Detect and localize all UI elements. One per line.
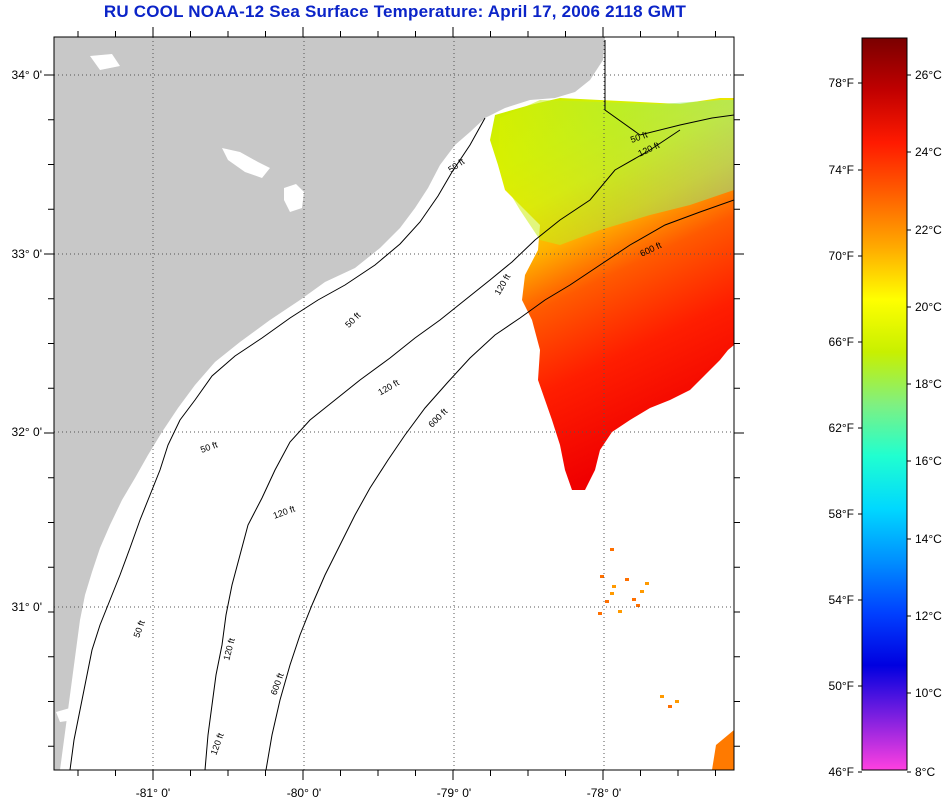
axis-ticks: [44, 27, 744, 780]
sst-cool-region: [498, 100, 734, 245]
sst-pixel: [600, 575, 604, 578]
celsius-label: 16°C: [915, 454, 942, 468]
latitude-label: 32° 0': [12, 425, 42, 439]
sst-pixel: [675, 700, 679, 703]
celsius-label: 24°C: [915, 145, 942, 159]
longitude-label: -80° 0': [287, 786, 321, 800]
contour-50ft: [69, 117, 486, 770]
sst-pixel: [612, 585, 616, 588]
sst-pixel: [645, 582, 649, 585]
sst-corner-patch: [712, 730, 734, 770]
celsius-label: 8°C: [915, 765, 935, 779]
bathymetry-contours: [69, 40, 734, 770]
sst-pixel: [605, 600, 609, 603]
celsius-label: 10°C: [915, 686, 942, 700]
sst-scattered-pixels: [598, 548, 679, 708]
celsius-label: 12°C: [915, 609, 942, 623]
cloud-patch: [90, 54, 120, 70]
celsius-label: 22°C: [915, 223, 942, 237]
sst-pixel: [610, 592, 614, 595]
celsius-labels: 26°C 24°C 22°C 20°C 18°C 16°C 14°C 12°C 10°C 8°C: [915, 68, 942, 779]
fahrenheit-label: 46°F: [829, 765, 854, 779]
celsius-label: 26°C: [915, 68, 942, 82]
contour-shelf-edge: [604, 40, 734, 136]
sst-pixel: [636, 604, 640, 607]
fahrenheit-label: 50°F: [829, 679, 854, 693]
fahrenheit-labels: 78°F 74°F 70°F 66°F 62°F 58°F 54°F 50°F 46°F: [829, 76, 854, 779]
cloud-patch: [56, 708, 74, 722]
fahrenheit-label: 54°F: [829, 593, 854, 607]
cloud-patch: [222, 148, 270, 178]
longitude-label: -78° 0': [587, 786, 621, 800]
celsius-label: 14°C: [915, 532, 942, 546]
latitude-label: 31° 0': [12, 600, 42, 614]
colorbar: 78°F 74°F 70°F 66°F 62°F 58°F 54°F 50°F 46°F 26°…: [829, 37, 942, 779]
longitude-label: -81° 0': [136, 786, 170, 800]
colorbar-ticks: [858, 74, 911, 773]
map-frame: [53, 36, 735, 771]
latitude-label: 34° 0': [12, 68, 42, 82]
fahrenheit-label: 66°F: [829, 335, 854, 349]
fahrenheit-label: 74°F: [829, 163, 854, 177]
fahrenheit-label: 58°F: [829, 507, 854, 521]
longitude-labels: -81° 0' -80° 0' -79° 0' -78° 0': [136, 786, 621, 800]
celsius-label: 18°C: [915, 377, 942, 391]
latitude-labels: 34° 0' 33° 0' 32° 0' 31° 0': [12, 68, 42, 614]
sst-pixel: [598, 612, 602, 615]
sst-pixel: [618, 610, 622, 613]
longitude-label: -79° 0': [437, 786, 471, 800]
colorbar-scale: [861, 37, 908, 771]
sst-pixel: [610, 548, 614, 551]
contour-600ft: [265, 199, 734, 770]
sst-pixel: [668, 705, 672, 708]
celsius-label: 20°C: [915, 300, 942, 314]
fahrenheit-label: 62°F: [829, 421, 854, 435]
cloud-patch: [284, 184, 304, 212]
contour-120ft: [204, 129, 681, 770]
latitude-label: 33° 0': [12, 247, 42, 261]
fahrenheit-label: 78°F: [829, 76, 854, 90]
sst-pixel: [632, 598, 636, 601]
graticule: [54, 37, 734, 770]
map-title: RU COOL NOAA-12 Sea Surface Temperature:…: [103, 2, 687, 21]
sst-pixel: [660, 695, 664, 698]
sst-pixel: [625, 578, 629, 581]
fahrenheit-label: 70°F: [829, 249, 854, 263]
sst-pixel: [640, 590, 644, 593]
land-mass: [54, 37, 605, 770]
